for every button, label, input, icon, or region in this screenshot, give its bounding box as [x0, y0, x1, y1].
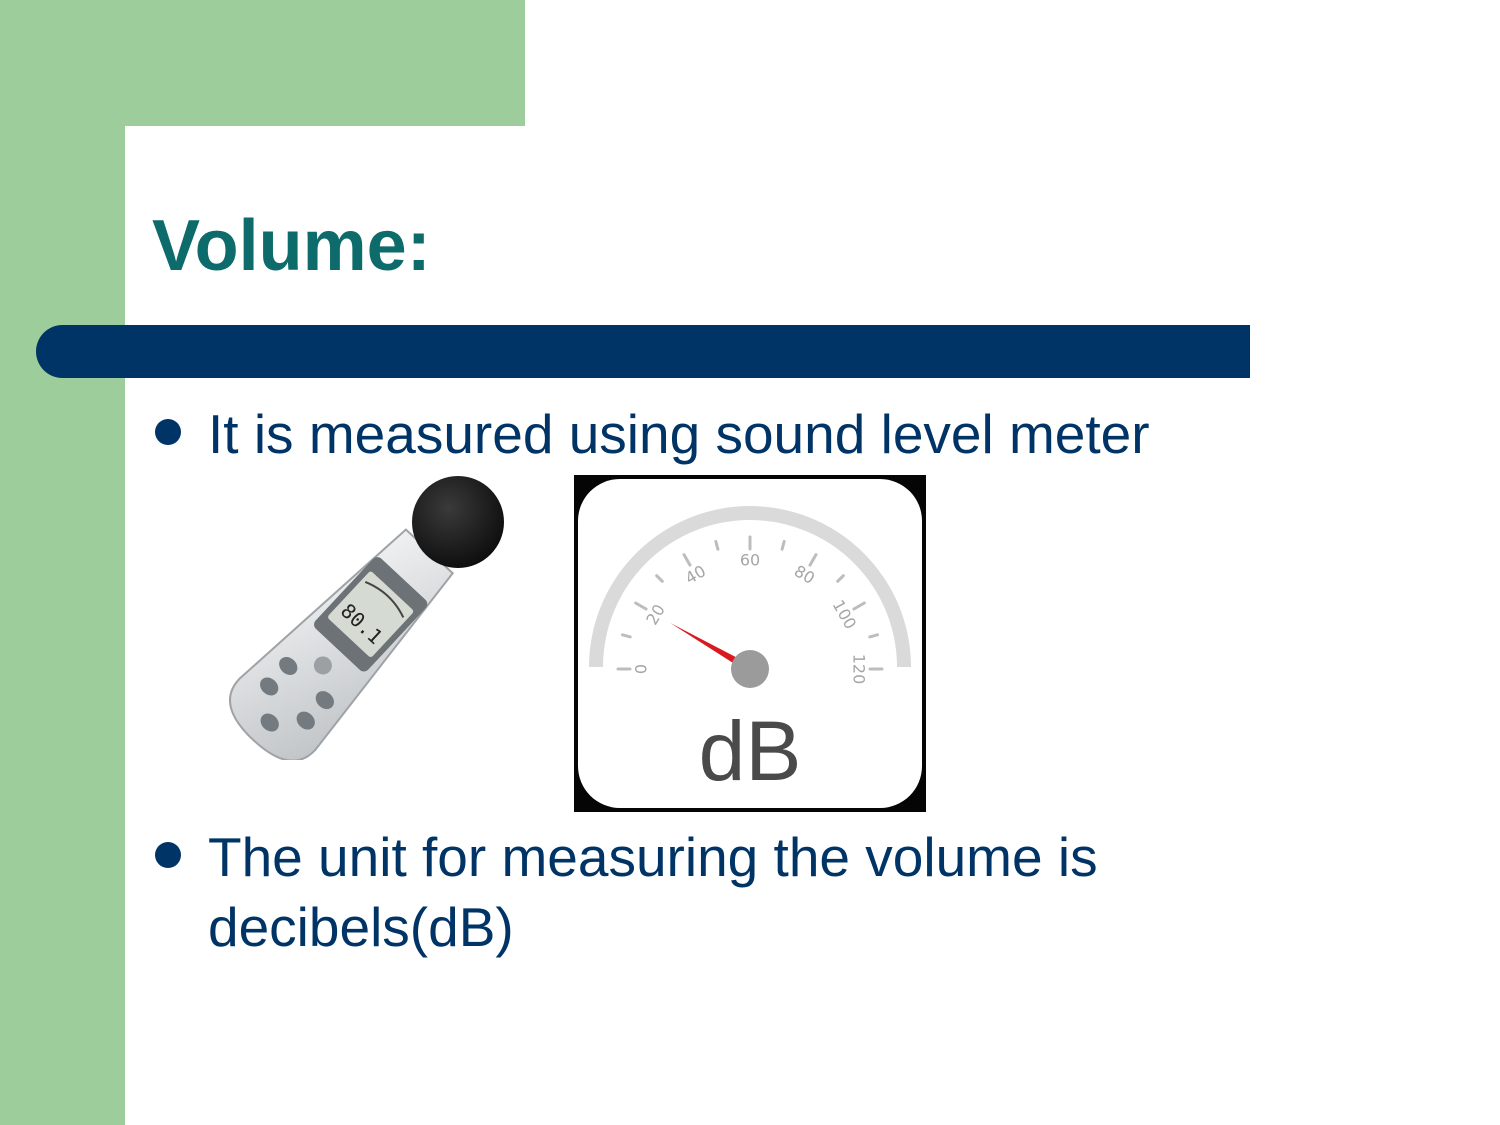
bullet-dot-icon: [155, 842, 181, 868]
bullet-item-1: It is measured using sound level meter: [155, 407, 1255, 467]
bullet-item-2: The unit for measuring the volume is dec…: [155, 826, 1255, 960]
sound-level-meter-image: 80.1: [229, 476, 504, 760]
dial-tick: [682, 553, 692, 567]
dial-unit-label: dB: [699, 704, 802, 798]
meter-body: 80.1: [229, 528, 455, 760]
bullet-text: The unit for measuring the volume is dec…: [208, 826, 1098, 958]
dial-needle-hub: [731, 650, 769, 688]
dial-tick: [634, 601, 648, 611]
dial-scale-label: 120: [850, 654, 869, 685]
microphone-windscreen: [412, 476, 504, 568]
content-corner: [125, 126, 285, 286]
dial-tick: [620, 633, 632, 639]
dial-tick: [868, 633, 880, 639]
bullet-dot-icon: [155, 419, 181, 445]
dial-scale-label: 0: [632, 664, 651, 674]
dial-tick: [655, 574, 664, 583]
dial-tick: [852, 601, 866, 611]
bullet-text: It is measured using sound level meter: [208, 403, 1150, 465]
slide-title: Volume:: [152, 206, 431, 286]
left-accent-band: [0, 0, 125, 1125]
dial-tick: [780, 539, 786, 551]
title-divider-bar: [36, 325, 1250, 378]
dial-tick: [714, 539, 720, 551]
dial-tick: [836, 574, 845, 583]
dial-scale-label: 60: [740, 551, 760, 570]
top-accent-band: [0, 0, 525, 126]
dial-tick: [808, 553, 818, 567]
dial-needle: [670, 623, 752, 673]
